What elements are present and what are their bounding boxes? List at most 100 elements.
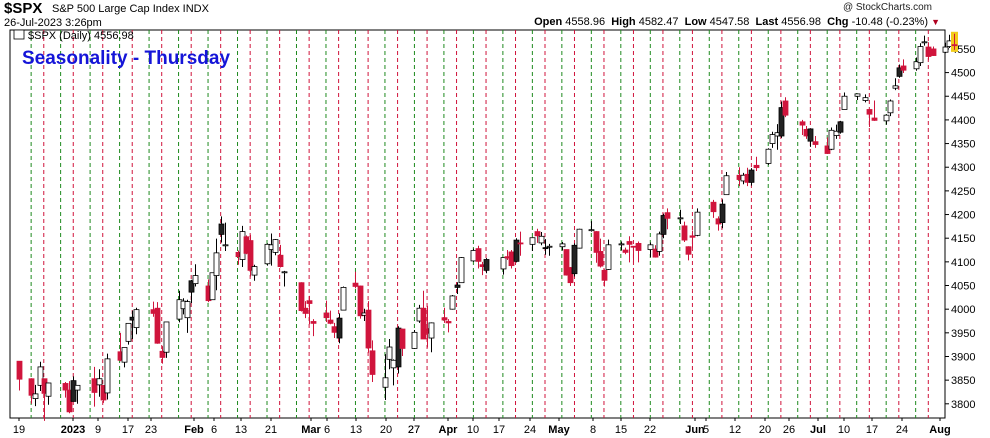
candle-body (32, 393, 39, 399)
x-tick-label: Feb (184, 424, 204, 436)
candle-body (369, 350, 376, 375)
candle-body (630, 245, 637, 248)
x-tick-label: 20 (759, 424, 771, 436)
candle (685, 246, 692, 261)
x-tick-label: 22 (644, 424, 656, 436)
x-tick-label: 21 (265, 424, 277, 436)
candle-body (542, 247, 549, 250)
candle (209, 272, 216, 301)
x-tick-label: 23 (145, 424, 157, 436)
symbol-description: S&P 500 Large Cap Index INDX (52, 3, 209, 15)
candle-body (441, 317, 448, 321)
candle-body (883, 114, 890, 122)
candle (121, 347, 128, 368)
candle (576, 228, 583, 249)
y-tick-label: 4250 (951, 186, 975, 198)
candle (601, 269, 608, 287)
candle-body (593, 231, 600, 253)
candle (74, 384, 81, 404)
candle (942, 42, 949, 54)
candle-body (483, 259, 490, 271)
x-tick-label: Jun (685, 424, 705, 436)
y-axis: 3800 3850 3900 3950 4000 4050 4100 4150 4200 4250… (945, 44, 975, 411)
candle (357, 285, 364, 319)
candle (824, 137, 831, 154)
candle (32, 384, 39, 407)
candle (500, 257, 507, 275)
candle (538, 232, 545, 246)
candle-body (188, 280, 195, 293)
candle (428, 322, 435, 353)
candle-body (74, 384, 81, 391)
candle-body (841, 95, 848, 110)
candle (352, 271, 359, 289)
candle (369, 340, 376, 383)
candle (647, 242, 654, 258)
candle-body (331, 326, 338, 333)
candle-body (862, 97, 869, 101)
candle (310, 319, 317, 337)
candle-body (454, 284, 461, 288)
candle-body (534, 231, 541, 237)
candle (475, 245, 482, 269)
candle (563, 249, 570, 276)
candle-body (753, 164, 760, 169)
candle (664, 208, 671, 230)
candle (694, 208, 701, 237)
candle-body (222, 244, 229, 247)
candle (449, 294, 456, 310)
candle-body (828, 129, 835, 150)
candle-body (306, 300, 313, 304)
candle-body (913, 61, 920, 70)
candle (534, 228, 541, 243)
candle (719, 199, 726, 229)
candle-body (719, 203, 726, 223)
open-label: Open (534, 16, 563, 28)
chg-value: -10.48 (-0.23%) (851, 16, 929, 28)
candle (251, 264, 258, 281)
candle (513, 238, 520, 263)
candle-body (866, 109, 873, 115)
candle (753, 156, 760, 172)
candle-body (807, 128, 814, 142)
candle (281, 270, 288, 287)
candle (841, 92, 848, 110)
candle-body (576, 228, 583, 249)
candle-body (96, 378, 103, 386)
x-tick-label: 8 (590, 424, 596, 436)
candle (622, 247, 629, 255)
y-tick-label: 4150 (951, 233, 975, 245)
candle (883, 114, 890, 125)
candle (365, 301, 372, 353)
candle (921, 35, 928, 46)
candle-body (411, 331, 418, 349)
candle-body (601, 269, 608, 281)
candle (748, 168, 755, 186)
candle-body (365, 309, 372, 349)
candle (104, 353, 111, 400)
candle (420, 290, 427, 340)
candle-body (605, 244, 612, 270)
candle (454, 282, 461, 295)
candle-body (323, 312, 330, 319)
y-tick-label: 3950 (951, 328, 975, 340)
candle-body (192, 275, 199, 285)
y-tick-label: 3850 (951, 375, 975, 387)
candle-body (571, 244, 578, 275)
candle (192, 264, 199, 287)
x-tick-label: Jul (810, 424, 826, 436)
candle (96, 369, 103, 397)
candle-body (62, 383, 69, 391)
candle (529, 237, 536, 251)
candle-body (694, 211, 701, 236)
candle (386, 338, 393, 370)
x-tick-label: 27 (408, 424, 420, 436)
candle-body (635, 242, 642, 251)
candle (382, 354, 389, 401)
candle (900, 59, 907, 74)
candle-body (352, 282, 359, 287)
open-value: 4558.96 (565, 16, 606, 28)
x-tick-label: 6 (324, 424, 330, 436)
candle (837, 120, 844, 134)
x-tick-label: 10 (838, 424, 850, 436)
